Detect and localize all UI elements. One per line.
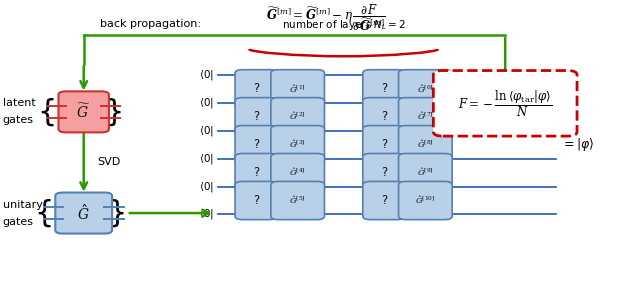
FancyBboxPatch shape: [399, 153, 452, 192]
Text: $\langle 0|$: $\langle 0|$: [199, 207, 214, 222]
Text: $\langle 0|$: $\langle 0|$: [199, 68, 214, 82]
FancyBboxPatch shape: [363, 153, 405, 192]
Text: $\langle 0|$: $\langle 0|$: [199, 124, 214, 138]
Text: $\hat{G}^{[1]}$: $\hat{G}^{[1]}$: [289, 83, 306, 95]
Text: unitary: unitary: [3, 199, 42, 209]
FancyBboxPatch shape: [58, 91, 109, 132]
FancyBboxPatch shape: [235, 70, 277, 108]
Text: $\hat{G}^{[6]}$: $\hat{G}^{[6]}$: [417, 83, 434, 95]
Text: $\hat{G}$: $\hat{G}$: [77, 203, 90, 223]
FancyBboxPatch shape: [363, 181, 405, 219]
Text: $\hat{G}^{[10]}$: $\hat{G}^{[10]}$: [415, 195, 436, 206]
Text: $\hat{G}^{[4]}$: $\hat{G}^{[4]}$: [289, 167, 306, 178]
FancyBboxPatch shape: [363, 70, 405, 108]
FancyBboxPatch shape: [55, 193, 112, 234]
Text: ?: ?: [381, 110, 387, 123]
Text: ?: ?: [253, 166, 259, 179]
Text: gates: gates: [3, 115, 34, 125]
Text: $\hat{G}^{[8]}$: $\hat{G}^{[8]}$: [417, 139, 434, 150]
Text: $\langle 0|$: $\langle 0|$: [199, 152, 214, 165]
Text: $\widetilde{G}$: $\widetilde{G}$: [76, 103, 91, 121]
Text: ?: ?: [253, 110, 259, 123]
FancyBboxPatch shape: [271, 181, 324, 219]
FancyBboxPatch shape: [433, 71, 577, 136]
Text: number of layers $N_L = 2$: number of layers $N_L = 2$: [282, 18, 406, 32]
FancyBboxPatch shape: [363, 126, 405, 164]
FancyBboxPatch shape: [399, 70, 452, 108]
Text: $\hat{G}^{[3]}$: $\hat{G}^{[3]}$: [289, 139, 306, 150]
Text: ?: ?: [381, 166, 387, 179]
FancyBboxPatch shape: [399, 126, 452, 164]
Text: SVD: SVD: [98, 158, 121, 168]
Text: $\{$: $\{$: [34, 197, 51, 229]
Text: $\widetilde{\boldsymbol{G}}^{[m]} = \widetilde{\boldsymbol{G}}^{[m]} - \eta\,\df: $\widetilde{\boldsymbol{G}}^{[m]} = \wid…: [266, 2, 385, 33]
Text: ?: ?: [381, 82, 387, 95]
Text: latent: latent: [3, 98, 35, 108]
Text: ?: ?: [381, 194, 387, 207]
FancyBboxPatch shape: [271, 98, 324, 136]
Text: ?: ?: [381, 138, 387, 151]
Text: gates: gates: [3, 217, 34, 227]
Text: $F = -\dfrac{\ln\langle\varphi_{\mathrm{tar}}|\varphi\rangle}{N}$: $F = -\dfrac{\ln\langle\varphi_{\mathrm{…: [458, 88, 552, 119]
FancyBboxPatch shape: [235, 181, 277, 219]
FancyBboxPatch shape: [271, 70, 324, 108]
FancyBboxPatch shape: [235, 153, 277, 192]
Text: $\{$: $\{$: [37, 96, 54, 128]
Text: $\}$: $\}$: [107, 197, 125, 229]
FancyBboxPatch shape: [271, 153, 324, 192]
Text: $\hat{G}^{[9]}$: $\hat{G}^{[9]}$: [417, 167, 434, 178]
Text: ?: ?: [253, 138, 259, 151]
Text: ?: ?: [253, 82, 259, 95]
Text: $\langle 0|$: $\langle 0|$: [199, 96, 214, 110]
Text: $\langle 0|$: $\langle 0|$: [199, 180, 214, 194]
FancyBboxPatch shape: [363, 98, 405, 136]
Text: back propagation:: back propagation:: [100, 19, 201, 29]
Text: ?: ?: [253, 194, 259, 207]
Text: $\hat{G}^{[5]}$: $\hat{G}^{[5]}$: [289, 195, 306, 206]
FancyBboxPatch shape: [271, 126, 324, 164]
Text: $\hat{G}^{[2]}$: $\hat{G}^{[2]}$: [289, 111, 306, 122]
FancyBboxPatch shape: [235, 126, 277, 164]
Text: $\hat{G}^{[7]}$: $\hat{G}^{[7]}$: [417, 111, 434, 122]
FancyBboxPatch shape: [399, 181, 452, 219]
FancyBboxPatch shape: [235, 98, 277, 136]
Text: $= |\varphi\rangle$: $= |\varphi\rangle$: [561, 136, 595, 153]
FancyBboxPatch shape: [399, 98, 452, 136]
Text: $\}$: $\}$: [104, 96, 122, 128]
